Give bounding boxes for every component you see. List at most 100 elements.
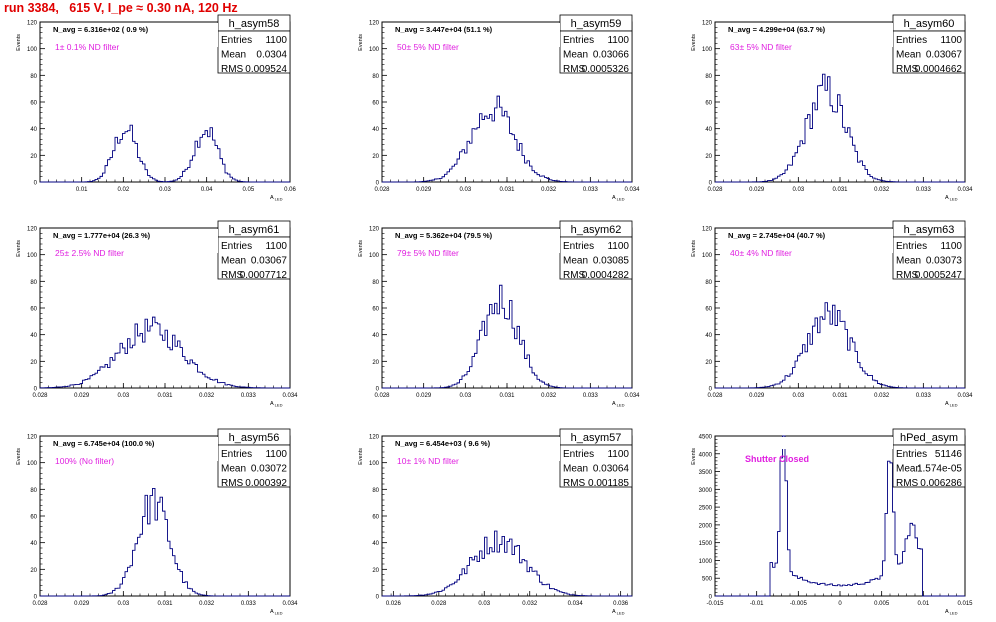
stats-value: 1100 [607,241,629,252]
filter-label: 79± 5% ND filter [397,248,459,258]
histogram-panel-h_asym60: 0 20 40 60 80 100 120 0.028 0.029 0.03 0.031 0.032 0… [691,14,973,202]
x-tick-label: 0.032 [522,601,538,607]
x-tick-label: 0.034 [282,393,298,399]
y-axis-label: Events [358,240,364,257]
stats-label: Mean [896,50,921,61]
histogram-line [382,284,632,389]
histogram-line [40,124,290,183]
y-tick-label: 120 [702,227,713,233]
x-axis-label-sub: LED [617,197,625,202]
stats-label: Entries [563,35,594,46]
histogram-panel-h_asym61: 0 20 40 60 80 100 120 0.028 0.029 0.03 0.031 0.032 0… [16,220,298,408]
y-tick-label: 120 [369,227,380,233]
stats-label: Entries [563,241,594,252]
stats-value: 0.0004282 [582,270,630,281]
stats-label: RMS [221,64,244,75]
histogram-line [382,95,632,183]
y-tick-label: 40 [372,333,379,339]
n-avg-label: N_avg = 6.745e+04 (100.0 %) [53,439,155,448]
x-axis-label: ALED [270,609,283,616]
x-tick-label: 0.036 [613,601,629,607]
n-avg-label: N_avg = 6.454e+03 ( 9.6 %) [395,439,491,448]
stats-title: h_asym56 [229,432,280,444]
stats-box [217,236,291,280]
y-tick-label: 80 [705,280,712,286]
histogram-line [40,487,290,597]
y-axis-label: Events [16,448,22,465]
y-tick-label: 3000 [699,488,713,494]
x-tick-label: 0.03 [792,187,804,193]
x-tick-label: 0.029 [74,393,90,399]
histogram-line [381,530,632,597]
stats-title: hPed_asym [900,432,958,444]
x-tick-label: 0.02 [117,187,129,193]
stats-value: 1100 [265,35,287,46]
y-tick-label: 0 [376,595,380,601]
stats-box [892,236,966,280]
stats-box [217,30,291,74]
y-tick-label: 0 [376,387,380,393]
y-tick-label: 100 [369,461,380,467]
stats-box [559,30,633,74]
annotation-box [52,229,218,253]
y-tick-label: 60 [705,101,712,107]
stats-value: 0.001185 [588,478,629,489]
histogram-line [715,302,965,389]
x-tick-label: -0.01 [750,601,764,607]
x-tick-label: 0.029 [416,187,432,193]
filter-label: 63± 5% ND filter [730,42,792,52]
stats-title: h_asym60 [904,18,955,30]
y-tick-label: 120 [27,435,38,441]
stats-value: 1100 [940,35,962,46]
stats-value: 0.0304 [256,50,287,61]
stats-label: RMS [221,478,244,489]
x-tick-label: 0.031 [157,393,173,399]
x-tick-label: 0.031 [832,187,848,193]
stats-value: 0.0005326 [582,64,630,75]
y-tick-label: 60 [372,515,379,521]
y-tick-label: 100 [369,253,380,259]
y-tick-label: 20 [30,568,37,574]
stats-title: h_asym63 [904,224,955,236]
x-tick-label: 0.031 [157,601,173,607]
stats-value: 0.03073 [926,256,963,267]
x-axis-label-sub: LED [275,197,283,202]
y-tick-label: 100 [27,47,38,53]
annotation-box [727,23,893,47]
x-tick-label: 0.01 [76,187,88,193]
x-axis-label: ALED [270,195,283,202]
y-tick-label: 40 [372,127,379,133]
histogram-panel-h_asym58: 0 20 40 60 80 100 120 0.01 0.02 0.03 0.04 0.05 0.06 E… [16,14,296,202]
x-axis-label: ALED [945,401,958,408]
x-tick-label: 0.032 [541,393,557,399]
y-tick-label: 120 [27,21,38,27]
x-axis-label-sub: LED [617,403,625,408]
y-tick-label: 100 [702,253,713,259]
x-axis-label: ALED [612,609,625,616]
n-avg-label: N_avg = 3.447e+04 (51.1 %) [395,25,493,34]
page-title: run 3384, 615 V, I_pe ≈ 0.30 nA, 120 Hz [4,1,238,15]
x-tick-label: 0.034 [957,187,973,193]
x-tick-label: 0.031 [499,393,515,399]
y-tick-label: 0 [709,181,713,187]
y-tick-label: 120 [369,21,380,27]
annotation-box [727,437,893,449]
x-tick-label: 0.028 [32,601,48,607]
x-axis-label-sub: LED [950,611,958,616]
stats-label: RMS [896,64,919,75]
stats-label: Entries [896,241,927,252]
y-tick-label: 20 [705,360,712,366]
x-tick-label: 0.04 [201,187,213,193]
stats-box [559,236,633,280]
x-tick-label: 0.031 [832,393,848,399]
histogram-line [715,435,965,597]
histogram-line [39,316,291,389]
x-axis-label-sub: LED [950,403,958,408]
stats-label: Mean [563,50,588,61]
stats-value: 1100 [607,449,629,460]
x-tick-label: 0.05 [242,187,254,193]
stats-label: Entries [563,449,594,460]
y-tick-label: 80 [705,74,712,80]
y-tick-label: 120 [369,435,380,441]
x-tick-label: 0.033 [916,393,932,399]
